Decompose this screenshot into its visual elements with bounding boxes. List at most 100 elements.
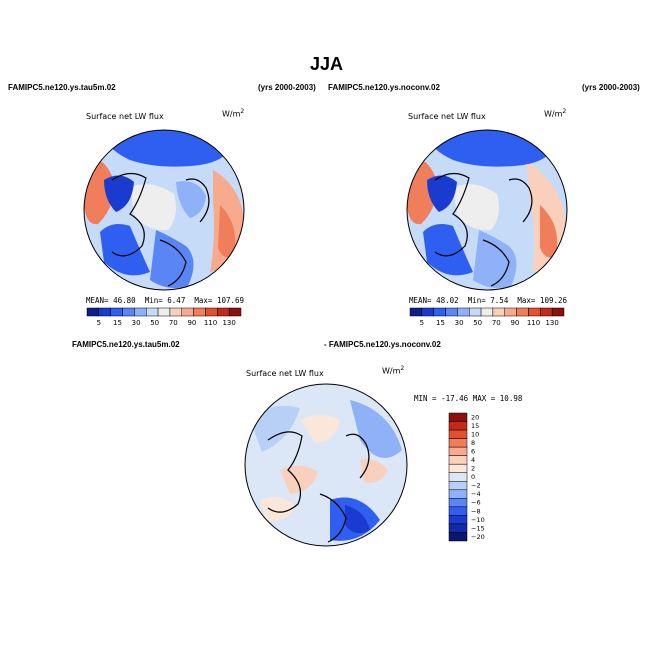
colorbar-tick-label: −4 xyxy=(471,490,481,498)
colorbar-tick-label: 90 xyxy=(187,319,196,327)
colorbar-swatch xyxy=(448,463,468,473)
diff-map xyxy=(245,384,407,546)
colorbar-swatch xyxy=(169,307,183,317)
colorbar-tick-label: 20 xyxy=(471,413,479,421)
colorbar-swatch xyxy=(492,307,506,317)
colorbar-swatch xyxy=(448,412,468,422)
colorbar-swatch xyxy=(228,307,242,317)
colorbar-swatch xyxy=(433,307,446,317)
colorbar-swatch xyxy=(86,307,100,317)
diff-coastlines xyxy=(267,431,370,543)
colorbar-swatch xyxy=(448,455,468,465)
colorbar-swatch xyxy=(157,307,171,317)
colorbar-tick-label: 70 xyxy=(169,319,178,327)
colorbar-tick-label: 30 xyxy=(132,319,141,327)
colorbar-swatch xyxy=(421,307,434,317)
panel1-coastlines xyxy=(111,172,210,287)
colorbar-tick-label: 130 xyxy=(545,319,558,327)
colorbar-swatch xyxy=(448,515,468,525)
colorbar-tick-label: −6 xyxy=(471,499,481,507)
panel1-colorbar: 5 15 30 50 70 90 110 130 xyxy=(86,307,242,327)
diff-minmax: MIN = -17.46 MAX = 10.98 xyxy=(414,394,523,403)
panel1-field-label: Surface net LW flux xyxy=(86,112,164,121)
colorbar-swatch xyxy=(448,472,468,482)
colorbar-tick-label: 5 xyxy=(97,319,101,327)
colorbar-tick-label: −2 xyxy=(471,482,481,490)
colorbar-tick-label: 4 xyxy=(471,456,475,464)
colorbar-tick-label: 5 xyxy=(420,319,424,327)
colorbar-swatch xyxy=(528,307,541,317)
diff-field-label: Surface net LW flux xyxy=(246,369,324,378)
panel2-stats: MEAN= 48.02 Min= 7.54 Max= 109.26 xyxy=(409,296,568,305)
colorbar-swatch xyxy=(448,489,468,499)
colorbar-tick-label: 70 xyxy=(492,319,501,327)
colorbar-swatch xyxy=(504,307,517,317)
colorbar-tick-label: 110 xyxy=(527,319,540,327)
panel2-case-label: FAMIPC5.ne120.ys.noconv.02 xyxy=(328,83,440,92)
colorbar-tick-label: −10 xyxy=(471,516,485,524)
colorbar-swatch xyxy=(181,307,194,317)
colorbar-swatch xyxy=(205,307,218,317)
colorbar-swatch xyxy=(457,307,470,317)
colorbar-swatch xyxy=(448,429,468,439)
panel2-years-label: (yrs 2000-2003) xyxy=(582,83,640,92)
colorbar-tick-label: 8 xyxy=(471,439,475,447)
colorbar-swatch xyxy=(516,307,529,317)
colorbar-swatch xyxy=(409,307,423,317)
diff-units: W/m2 xyxy=(382,365,405,376)
colorbar-tick-label: 15 xyxy=(436,319,445,327)
colorbar-swatch xyxy=(445,307,458,317)
panel2-map xyxy=(407,130,567,290)
colorbar-swatch xyxy=(551,307,565,317)
panel2-colorbar: 5 15 30 50 70 90 110 130 xyxy=(409,307,565,327)
panel1-stats: MEAN= 46.80 Min= 6.47 Max= 107.69 xyxy=(86,296,245,305)
colorbar-tick-label: −8 xyxy=(471,507,481,515)
colorbar-swatch xyxy=(134,307,147,317)
colorbar-swatch xyxy=(448,421,468,431)
panel2-coastlines xyxy=(434,172,533,287)
colorbar-tick-label: 110 xyxy=(204,319,217,327)
colorbar-tick-label: 2 xyxy=(471,465,475,473)
panel1-case-label: FAMIPC5.ne120.ys.tau5m.02 xyxy=(8,83,116,92)
diff-map-border xyxy=(244,383,408,547)
panel2-units: W/m2 xyxy=(544,108,567,119)
colorbar-swatch xyxy=(217,307,230,317)
colorbar-tick-label: −20 xyxy=(471,533,485,541)
diff-case-left: FAMIPC5.ne120.ys.tau5m.02 xyxy=(72,340,180,349)
colorbar-swatch xyxy=(448,506,468,516)
colorbar-tick-label: 15 xyxy=(113,319,122,327)
colorbar-tick-label: 6 xyxy=(471,448,475,456)
diff-case-right: - FAMIPC5.ne120.ys.noconv.02 xyxy=(324,340,441,349)
panel2-map-border xyxy=(406,129,568,291)
colorbar-tick-label: 10 xyxy=(471,430,479,438)
panel1-map xyxy=(84,130,244,290)
colorbar-tick-label: 30 xyxy=(455,319,464,327)
colorbar-swatch xyxy=(448,481,468,491)
colorbar-swatch xyxy=(448,523,468,533)
colorbar-tick-label: 0 xyxy=(471,473,475,481)
figure-title: JJA xyxy=(309,54,344,74)
panel2-field-label: Surface net LW flux xyxy=(408,112,486,121)
panel1-units: W/m2 xyxy=(222,108,245,119)
colorbar-swatch xyxy=(448,532,468,542)
colorbar-swatch xyxy=(468,307,482,317)
panel1-map-border xyxy=(83,129,245,291)
colorbar-swatch xyxy=(193,307,206,317)
panel1-years-label: (yrs 2000-2003) xyxy=(258,83,316,92)
colorbar-swatch xyxy=(110,307,123,317)
colorbar-swatch xyxy=(145,307,159,317)
colorbar-tick-label: 50 xyxy=(150,319,159,327)
colorbar-swatch xyxy=(540,307,553,317)
colorbar-tick-label: 50 xyxy=(473,319,482,327)
colorbar-swatch xyxy=(122,307,135,317)
colorbar-swatch xyxy=(448,438,468,448)
colorbar-tick-label: 90 xyxy=(510,319,519,327)
colorbar-swatch xyxy=(98,307,111,317)
colorbar-tick-label: 15 xyxy=(471,422,479,430)
colorbar-tick-label: −15 xyxy=(471,524,485,532)
colorbar-swatch xyxy=(448,498,468,508)
colorbar-swatch xyxy=(480,307,494,317)
colorbar-tick-label: 130 xyxy=(222,319,235,327)
